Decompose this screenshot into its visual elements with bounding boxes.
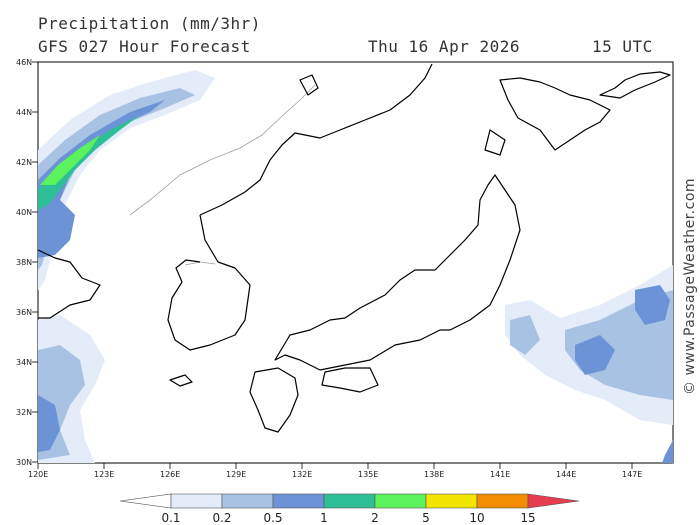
lat-label: 30N [16, 458, 32, 467]
colorbar-tick-label: 5 [422, 511, 430, 525]
lat-label: 40N [16, 208, 32, 217]
forecast-time: 15 UTC [592, 37, 653, 56]
colorbar-tick-label: 0.2 [212, 511, 231, 525]
longitude-labels: 120E 123E 126E 129E 132E 135E 138E 141E … [28, 470, 642, 479]
lat-label: 32N [16, 408, 32, 417]
lon-label: 135E [358, 470, 378, 479]
precip-nw-mid [38, 88, 195, 270]
precip-nw-green [40, 135, 100, 185]
graticule [32, 61, 633, 469]
colorbar-segment [221, 493, 274, 509]
lon-label: 129E [226, 470, 246, 479]
precip-se-blue3 [662, 440, 673, 463]
lon-label: 120E [28, 470, 48, 479]
lat-label: 36N [16, 308, 32, 317]
lat-label: 42N [16, 158, 32, 167]
colorbar-segment [119, 493, 172, 509]
latitude-labels: 46N 44N 42N 40N 38N 36N 34N 32N 30N [16, 58, 32, 467]
precip-se-mid [510, 315, 540, 355]
lat-label: 34N [16, 358, 32, 367]
coastlines [37, 63, 671, 433]
colorbar-tick-label: 10 [469, 511, 484, 525]
colorbar-segment [374, 493, 427, 509]
lon-label: 126E [160, 470, 180, 479]
lon-label: 141E [490, 470, 510, 479]
colorbar-segment [170, 493, 223, 509]
precip-nw-light [38, 70, 215, 290]
lon-label: 132E [292, 470, 312, 479]
colorbar-tick-label: 2 [371, 511, 379, 525]
lon-label: 138E [424, 470, 444, 479]
model-forecast-label: GFS 027 Hour Forecast [38, 37, 251, 56]
lon-label: 144E [556, 470, 576, 479]
precip-nw-teal [38, 115, 140, 210]
map-area [37, 61, 674, 464]
precipitation-fields [38, 70, 673, 463]
title-precipitation: Precipitation (mm/3hr) [38, 14, 261, 33]
lon-label: 147E [622, 470, 642, 479]
forecast-date: Thu 16 Apr 2026 [368, 37, 520, 56]
precip-sw-blue [38, 395, 60, 452]
colorbar-segment [272, 493, 325, 509]
colorbar-segment [425, 493, 478, 509]
precip-korea-blue [38, 200, 75, 258]
lat-label: 46N [16, 58, 32, 67]
colorbar-tick-label: 1 [320, 511, 328, 525]
colorbar-tick-label: 0.5 [263, 511, 282, 525]
colorbar-segment [323, 493, 376, 509]
colorbar-tick-label: 15 [520, 511, 535, 525]
lat-label: 38N [16, 258, 32, 267]
colorbar-segment [527, 493, 580, 509]
precip-se-blue [575, 335, 615, 375]
colorbar-legend: 0.1 0.2 0.5 1 2 5 10 15 [119, 493, 580, 525]
colorbar-tick-label: 0.1 [161, 511, 180, 525]
lat-label: 44N [16, 108, 32, 117]
precip-se-blue2 [635, 285, 670, 325]
credit-watermark: © www.PassageWeather.com [682, 178, 698, 395]
colorbar-segment [476, 493, 529, 509]
lon-label: 123E [94, 470, 114, 479]
